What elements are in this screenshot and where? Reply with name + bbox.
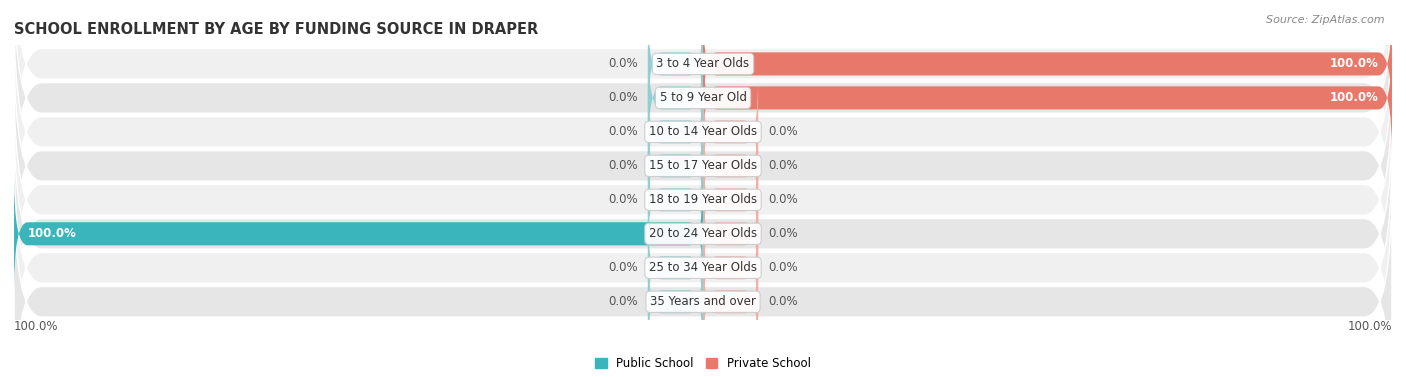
Text: 0.0%: 0.0%: [607, 159, 637, 172]
FancyBboxPatch shape: [14, 147, 1392, 377]
FancyBboxPatch shape: [648, 245, 703, 358]
FancyBboxPatch shape: [703, 143, 758, 256]
FancyBboxPatch shape: [14, 11, 1392, 253]
FancyBboxPatch shape: [703, 211, 758, 324]
FancyBboxPatch shape: [14, 0, 1392, 185]
Text: 0.0%: 0.0%: [607, 91, 637, 104]
Text: 100.0%: 100.0%: [1329, 57, 1378, 70]
Text: 25 to 34 Year Olds: 25 to 34 Year Olds: [650, 261, 756, 274]
Text: 0.0%: 0.0%: [607, 193, 637, 206]
Text: 0.0%: 0.0%: [607, 57, 637, 70]
FancyBboxPatch shape: [14, 181, 1392, 377]
Text: 20 to 24 Year Olds: 20 to 24 Year Olds: [650, 227, 756, 240]
FancyBboxPatch shape: [648, 143, 703, 256]
FancyBboxPatch shape: [14, 79, 1392, 320]
Text: 18 to 19 Year Olds: 18 to 19 Year Olds: [650, 193, 756, 206]
Text: 0.0%: 0.0%: [607, 126, 637, 138]
FancyBboxPatch shape: [14, 178, 703, 290]
Text: 0.0%: 0.0%: [769, 126, 799, 138]
FancyBboxPatch shape: [648, 109, 703, 222]
FancyBboxPatch shape: [14, 113, 1392, 354]
FancyBboxPatch shape: [648, 75, 703, 188]
Text: 0.0%: 0.0%: [769, 227, 799, 240]
FancyBboxPatch shape: [703, 8, 1392, 120]
Text: SCHOOL ENROLLMENT BY AGE BY FUNDING SOURCE IN DRAPER: SCHOOL ENROLLMENT BY AGE BY FUNDING SOUR…: [14, 22, 538, 37]
FancyBboxPatch shape: [703, 41, 1392, 154]
Text: 35 Years and over: 35 Years and over: [650, 295, 756, 308]
Text: 0.0%: 0.0%: [607, 261, 637, 274]
Text: 100.0%: 100.0%: [28, 227, 77, 240]
Text: Source: ZipAtlas.com: Source: ZipAtlas.com: [1267, 15, 1385, 25]
FancyBboxPatch shape: [14, 45, 1392, 287]
FancyBboxPatch shape: [703, 109, 758, 222]
Text: 100.0%: 100.0%: [1329, 91, 1378, 104]
FancyBboxPatch shape: [648, 41, 703, 154]
Text: 0.0%: 0.0%: [769, 261, 799, 274]
FancyBboxPatch shape: [703, 245, 758, 358]
Text: 0.0%: 0.0%: [769, 159, 799, 172]
Text: 5 to 9 Year Old: 5 to 9 Year Old: [659, 91, 747, 104]
Text: 3 to 4 Year Olds: 3 to 4 Year Olds: [657, 57, 749, 70]
FancyBboxPatch shape: [648, 8, 703, 120]
FancyBboxPatch shape: [14, 0, 1392, 219]
Text: 0.0%: 0.0%: [607, 295, 637, 308]
FancyBboxPatch shape: [703, 178, 758, 290]
FancyBboxPatch shape: [648, 211, 703, 324]
Text: 0.0%: 0.0%: [769, 193, 799, 206]
Text: 15 to 17 Year Olds: 15 to 17 Year Olds: [650, 159, 756, 172]
Text: 0.0%: 0.0%: [769, 295, 799, 308]
Text: 100.0%: 100.0%: [1347, 320, 1392, 333]
Legend: Public School, Private School: Public School, Private School: [591, 352, 815, 375]
FancyBboxPatch shape: [703, 75, 758, 188]
Text: 10 to 14 Year Olds: 10 to 14 Year Olds: [650, 126, 756, 138]
Text: 100.0%: 100.0%: [14, 320, 59, 333]
